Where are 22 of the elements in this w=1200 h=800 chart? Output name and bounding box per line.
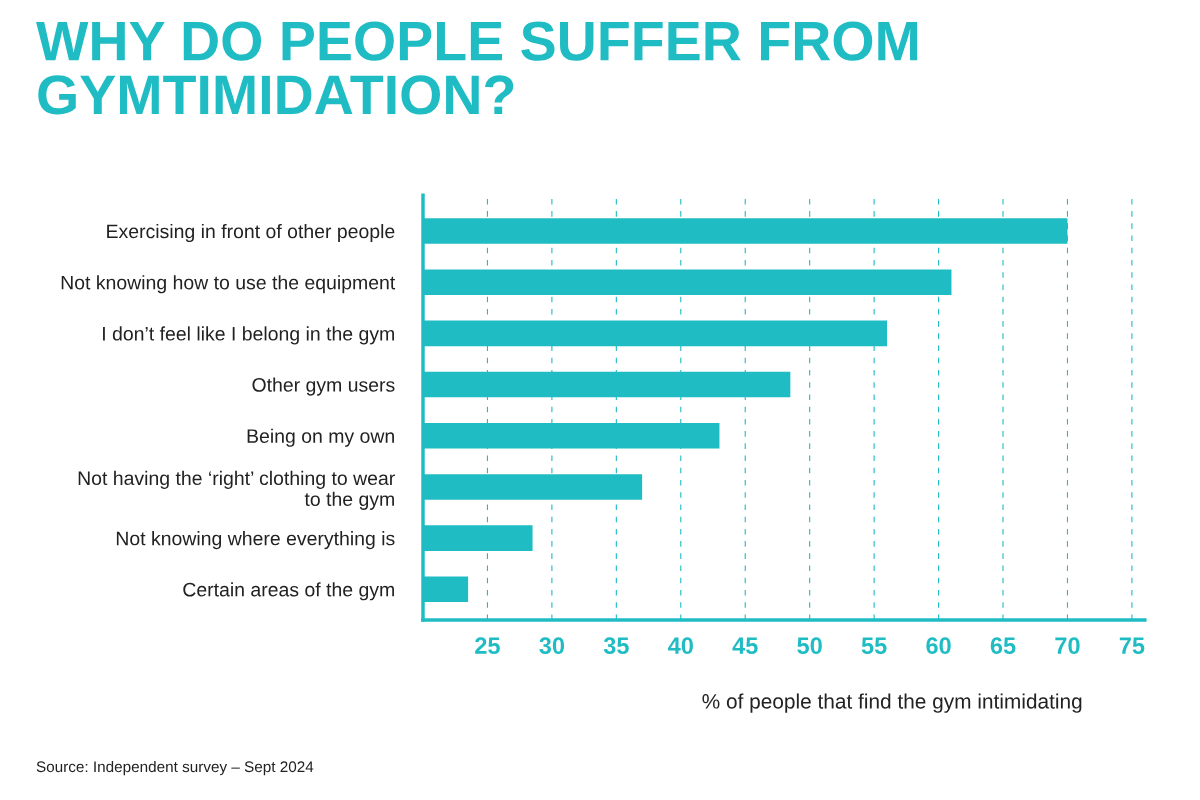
y-tick-label: I don’t feel like I belong in the gym <box>103 326 394 345</box>
x-tick-label: 60 <box>926 637 951 655</box>
x-tick-label: 65 <box>990 637 1016 655</box>
y-tick-label: Exercising in front of other people <box>107 223 395 243</box>
y-tick-label: Not knowing how to use the equipment <box>61 275 396 294</box>
x-tick-label: 25 <box>475 637 500 655</box>
x-tick-label: 35 <box>603 637 629 655</box>
y-tick-label: Not knowing where everything is <box>116 531 395 550</box>
source-note: Source: Independent survey – Sept 2024 <box>36 760 314 776</box>
x-tick-label: 50 <box>797 637 822 655</box>
y-tick-label: Being on my own <box>247 428 394 447</box>
chart-title: WHY DO PEOPLE SUFFER FROM GYMTIMIDATION? <box>36 21 918 115</box>
x-axis-title: % of people that find the gym intimidating <box>702 693 1082 713</box>
x-tick-label: 45 <box>732 637 758 655</box>
x-tick-label: 75 <box>1119 637 1145 655</box>
x-tick-label: 55 <box>861 637 887 655</box>
y-tick-label: Not having the ‘right’ clothing to wear to the gym <box>78 470 395 510</box>
y-tick-label: Other gym users <box>252 377 395 396</box>
x-tick-label: 70 <box>1055 637 1080 655</box>
x-tick-label: 40 <box>668 637 693 655</box>
x-tick-label: 30 <box>539 637 565 655</box>
y-tick-label: Certain areas of the gym <box>183 582 394 601</box>
